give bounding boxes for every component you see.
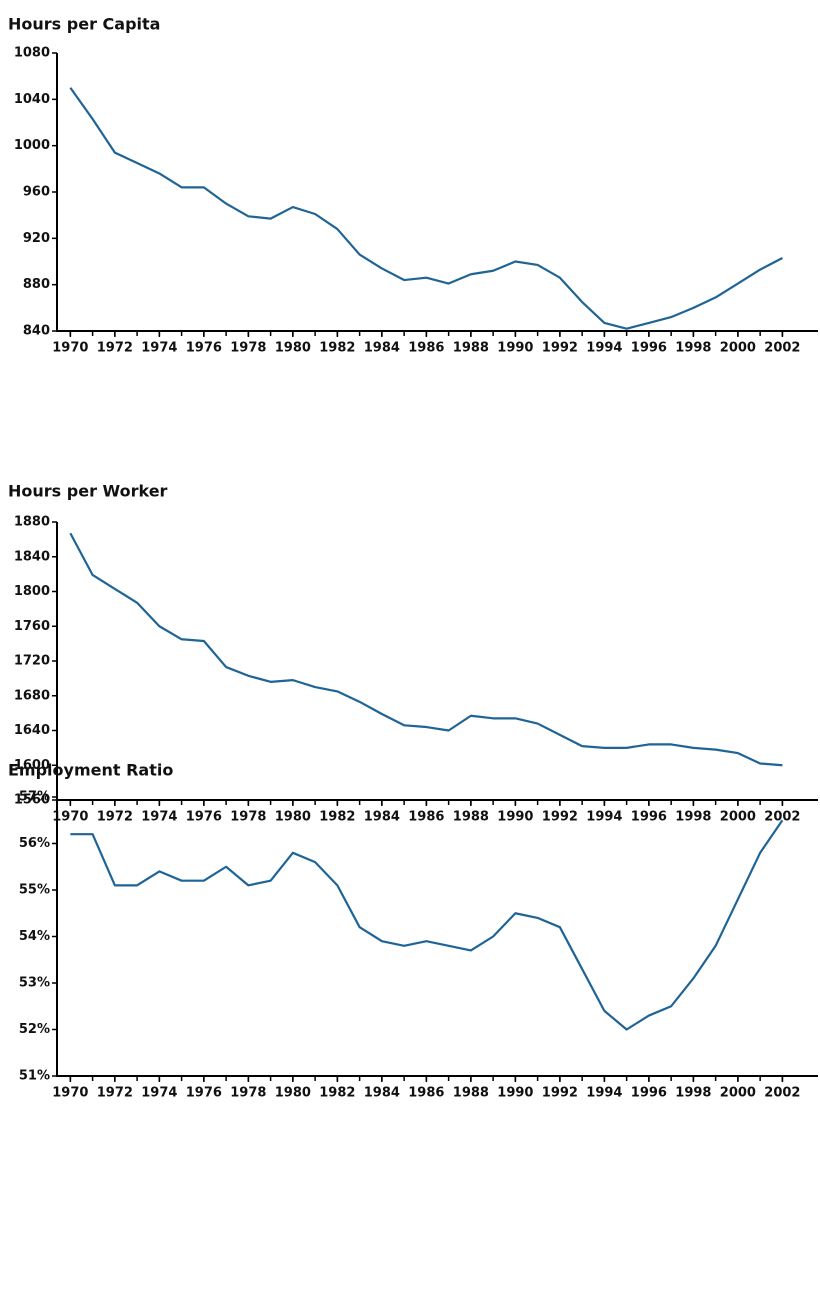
x-tick-label: 1984 xyxy=(364,810,400,825)
y-tick-label: 1800 xyxy=(14,584,50,599)
x-tick-label: 2002 xyxy=(764,341,800,356)
x-tick-label: 1990 xyxy=(497,1086,533,1101)
x-tick-label: 1980 xyxy=(275,810,311,825)
y-tick-label: 840 xyxy=(23,324,50,339)
line-series xyxy=(70,819,784,1031)
x-tick-label: 1974 xyxy=(141,1086,177,1101)
y-tick-label: 1640 xyxy=(14,723,50,738)
y-tick-label: 1840 xyxy=(14,549,50,564)
x-tick-label: 1974 xyxy=(141,810,177,825)
x-tick-label: 1976 xyxy=(186,1086,222,1101)
x-tick-label: 1970 xyxy=(52,1086,88,1101)
x-tick-label: 1972 xyxy=(97,1086,133,1101)
line-series xyxy=(69,532,783,767)
chart-title: Hours per Worker xyxy=(8,482,168,501)
y-tick-label: 1560 xyxy=(14,793,50,808)
x-tick-label: 1984 xyxy=(364,341,400,356)
x-tick-label: 2000 xyxy=(720,1086,756,1101)
y-tick-label: 960 xyxy=(23,185,50,200)
x-tick-label: 1972 xyxy=(97,810,133,825)
chart-title: Employment Ratio xyxy=(8,761,173,780)
x-tick-label: 1982 xyxy=(319,1086,355,1101)
x-tick-label: 2000 xyxy=(720,341,756,356)
x-tick-label: 1970 xyxy=(52,810,88,825)
y-tick-label: 880 xyxy=(23,277,50,292)
y-tick-label: 57% xyxy=(19,790,50,805)
x-tick-label: 1980 xyxy=(275,341,311,356)
x-tick-label: 1976 xyxy=(186,341,222,356)
x-tick-label: 1986 xyxy=(408,1086,444,1101)
x-tick-label: 1998 xyxy=(675,341,711,356)
y-tick-label: 1000 xyxy=(14,138,50,153)
x-tick-label: 1994 xyxy=(586,810,622,825)
x-tick-label: 1978 xyxy=(230,1086,266,1101)
x-tick-label: 1978 xyxy=(230,341,266,356)
y-tick-label: 51% xyxy=(19,1069,50,1084)
x-tick-label: 2002 xyxy=(764,810,800,825)
x-tick-label: 2002 xyxy=(764,1086,800,1101)
x-tick-label: 1996 xyxy=(631,1086,667,1101)
y-tick-label: 53% xyxy=(19,976,50,991)
y-tick-label: 1680 xyxy=(14,688,50,703)
y-tick-label: 1760 xyxy=(14,619,50,634)
line-series xyxy=(69,87,783,330)
chart-title: Hours per Capita xyxy=(8,15,160,34)
x-tick-label: 1978 xyxy=(230,810,266,825)
x-tick-label: 1988 xyxy=(453,810,489,825)
x-tick-label: 1980 xyxy=(275,1086,311,1101)
x-tick-label: 1988 xyxy=(453,341,489,356)
y-tick-label: 1720 xyxy=(14,654,50,669)
y-tick-label: 1600 xyxy=(14,758,50,773)
x-tick-label: 1986 xyxy=(408,341,444,356)
y-tick-label: 1080 xyxy=(14,46,50,61)
x-tick-label: 1990 xyxy=(497,810,533,825)
y-tick-label: 1040 xyxy=(14,92,50,107)
x-tick-label: 1984 xyxy=(364,1086,400,1101)
y-tick-label: 52% xyxy=(19,1022,50,1037)
y-tick-label: 54% xyxy=(19,929,50,944)
x-tick-label: 1990 xyxy=(497,341,533,356)
x-tick-label: 1994 xyxy=(586,341,622,356)
x-tick-label: 1982 xyxy=(319,810,355,825)
x-tick-label: 1998 xyxy=(675,1086,711,1101)
x-tick-label: 1976 xyxy=(186,810,222,825)
y-tick-label: 56% xyxy=(19,836,50,851)
x-tick-label: 1982 xyxy=(319,341,355,356)
x-tick-label: 1972 xyxy=(97,341,133,356)
x-tick-label: 1994 xyxy=(586,1086,622,1101)
x-tick-label: 1992 xyxy=(542,341,578,356)
x-tick-label: 1992 xyxy=(542,1086,578,1101)
x-tick-label: 1988 xyxy=(453,1086,489,1101)
y-tick-label: 920 xyxy=(23,231,50,246)
x-tick-label: 1974 xyxy=(141,341,177,356)
x-tick-label: 1996 xyxy=(631,341,667,356)
x-tick-label: 2000 xyxy=(720,810,756,825)
x-tick-label: 1992 xyxy=(542,810,578,825)
x-tick-label: 1996 xyxy=(631,810,667,825)
x-tick-label: 1986 xyxy=(408,810,444,825)
y-tick-label: 1880 xyxy=(14,515,50,530)
x-tick-label: 1998 xyxy=(675,810,711,825)
x-tick-label: 1970 xyxy=(52,341,88,356)
y-tick-label: 55% xyxy=(19,883,50,898)
